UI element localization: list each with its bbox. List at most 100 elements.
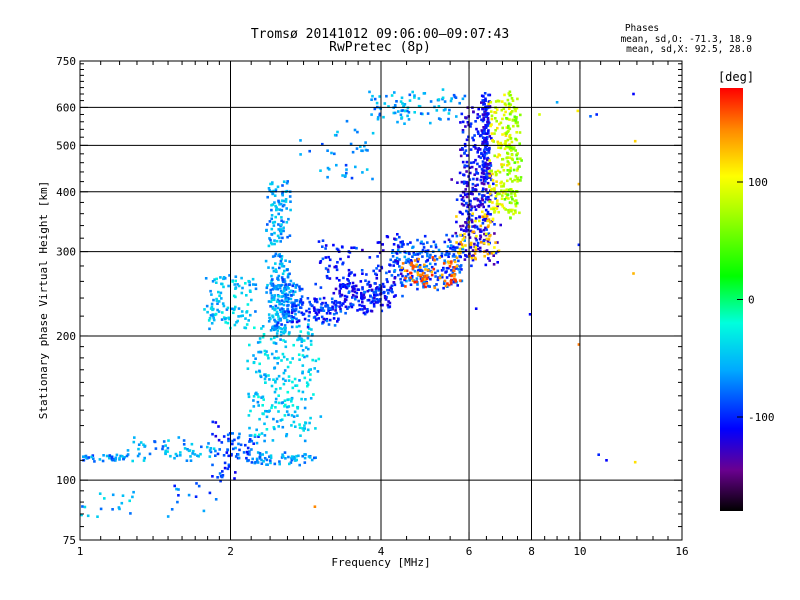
data-point	[449, 240, 452, 243]
data-point	[518, 131, 522, 134]
data-point	[360, 294, 363, 297]
data-point	[263, 434, 267, 437]
data-point	[374, 272, 377, 276]
data-point	[481, 119, 485, 123]
data-point	[283, 324, 287, 327]
data-point	[307, 307, 311, 311]
data-point	[370, 98, 373, 101]
data-point	[83, 505, 87, 509]
data-point	[367, 280, 371, 284]
data-point	[289, 208, 292, 212]
data-point	[166, 450, 169, 453]
colorbar-tick-label: 100	[748, 176, 768, 189]
data-point	[255, 459, 259, 462]
data-point	[377, 289, 381, 292]
data-point	[387, 105, 390, 108]
data-point	[504, 103, 508, 107]
data-point	[463, 164, 467, 167]
data-point	[285, 319, 289, 322]
data-point	[372, 291, 376, 294]
data-point	[293, 377, 297, 381]
data-point	[277, 318, 280, 321]
data-point	[231, 442, 234, 446]
data-point	[461, 212, 464, 216]
data-point	[275, 239, 279, 243]
data-point	[371, 299, 375, 302]
data-point	[478, 148, 482, 151]
data-point	[351, 293, 355, 297]
data-point	[119, 454, 122, 458]
data-point	[252, 405, 256, 408]
data-point	[483, 153, 487, 157]
data-point	[484, 232, 488, 236]
data-point	[332, 302, 336, 305]
data-point	[277, 223, 280, 226]
data-point	[340, 285, 343, 288]
data-point	[411, 255, 414, 258]
data-point	[333, 324, 337, 327]
data-point	[277, 410, 280, 413]
data-point	[361, 248, 364, 252]
data-point	[274, 387, 278, 391]
data-point	[368, 283, 372, 287]
data-point	[275, 377, 279, 381]
data-point	[299, 306, 302, 309]
chart-header: Tromsø 20141012 09:06:00–09:07:43 RwPret…	[251, 23, 752, 55]
data-point	[331, 305, 334, 309]
data-point	[280, 208, 284, 212]
data-point	[417, 97, 421, 100]
data-point	[338, 292, 341, 295]
data-point	[271, 221, 275, 224]
data-point	[470, 205, 473, 208]
data-point	[487, 238, 491, 241]
data-point	[247, 279, 250, 283]
data-point	[407, 260, 410, 263]
data-point	[459, 264, 463, 267]
data-point	[435, 283, 438, 286]
data-point	[216, 302, 219, 305]
data-point	[361, 171, 364, 174]
data-point	[486, 210, 490, 214]
data-point	[492, 263, 496, 266]
data-point	[490, 114, 494, 118]
data-point	[288, 234, 292, 237]
data-point	[444, 253, 447, 257]
data-point	[230, 452, 233, 456]
data-point	[519, 157, 522, 160]
data-point	[262, 398, 265, 401]
data-point	[226, 448, 229, 451]
data-point	[479, 235, 483, 239]
data-point	[246, 367, 250, 370]
data-point	[281, 377, 285, 381]
data-point	[218, 448, 221, 451]
data-point	[406, 242, 409, 246]
data-point	[273, 295, 276, 299]
axis-ticks	[79, 60, 683, 541]
data-point	[314, 311, 318, 314]
data-point	[472, 161, 476, 164]
data-point	[236, 436, 240, 440]
data-point	[478, 203, 481, 207]
data-point	[489, 164, 493, 167]
data-point	[277, 228, 280, 231]
data-point	[278, 262, 282, 266]
data-point	[311, 358, 314, 362]
data-point	[215, 281, 218, 284]
data-point	[486, 252, 490, 256]
data-point	[513, 107, 517, 111]
data-point	[423, 280, 426, 284]
data-point	[298, 285, 301, 288]
data-point	[321, 142, 324, 146]
data-point	[504, 139, 508, 143]
data-point	[252, 395, 256, 398]
data-point	[290, 301, 293, 304]
data-point	[335, 163, 338, 167]
data-point	[303, 355, 306, 359]
data-point	[514, 121, 518, 125]
data-point	[427, 284, 430, 288]
data-point	[286, 398, 289, 402]
data-point	[213, 278, 216, 281]
data-point	[433, 105, 436, 109]
data-point	[385, 278, 389, 281]
data-point	[510, 97, 514, 100]
